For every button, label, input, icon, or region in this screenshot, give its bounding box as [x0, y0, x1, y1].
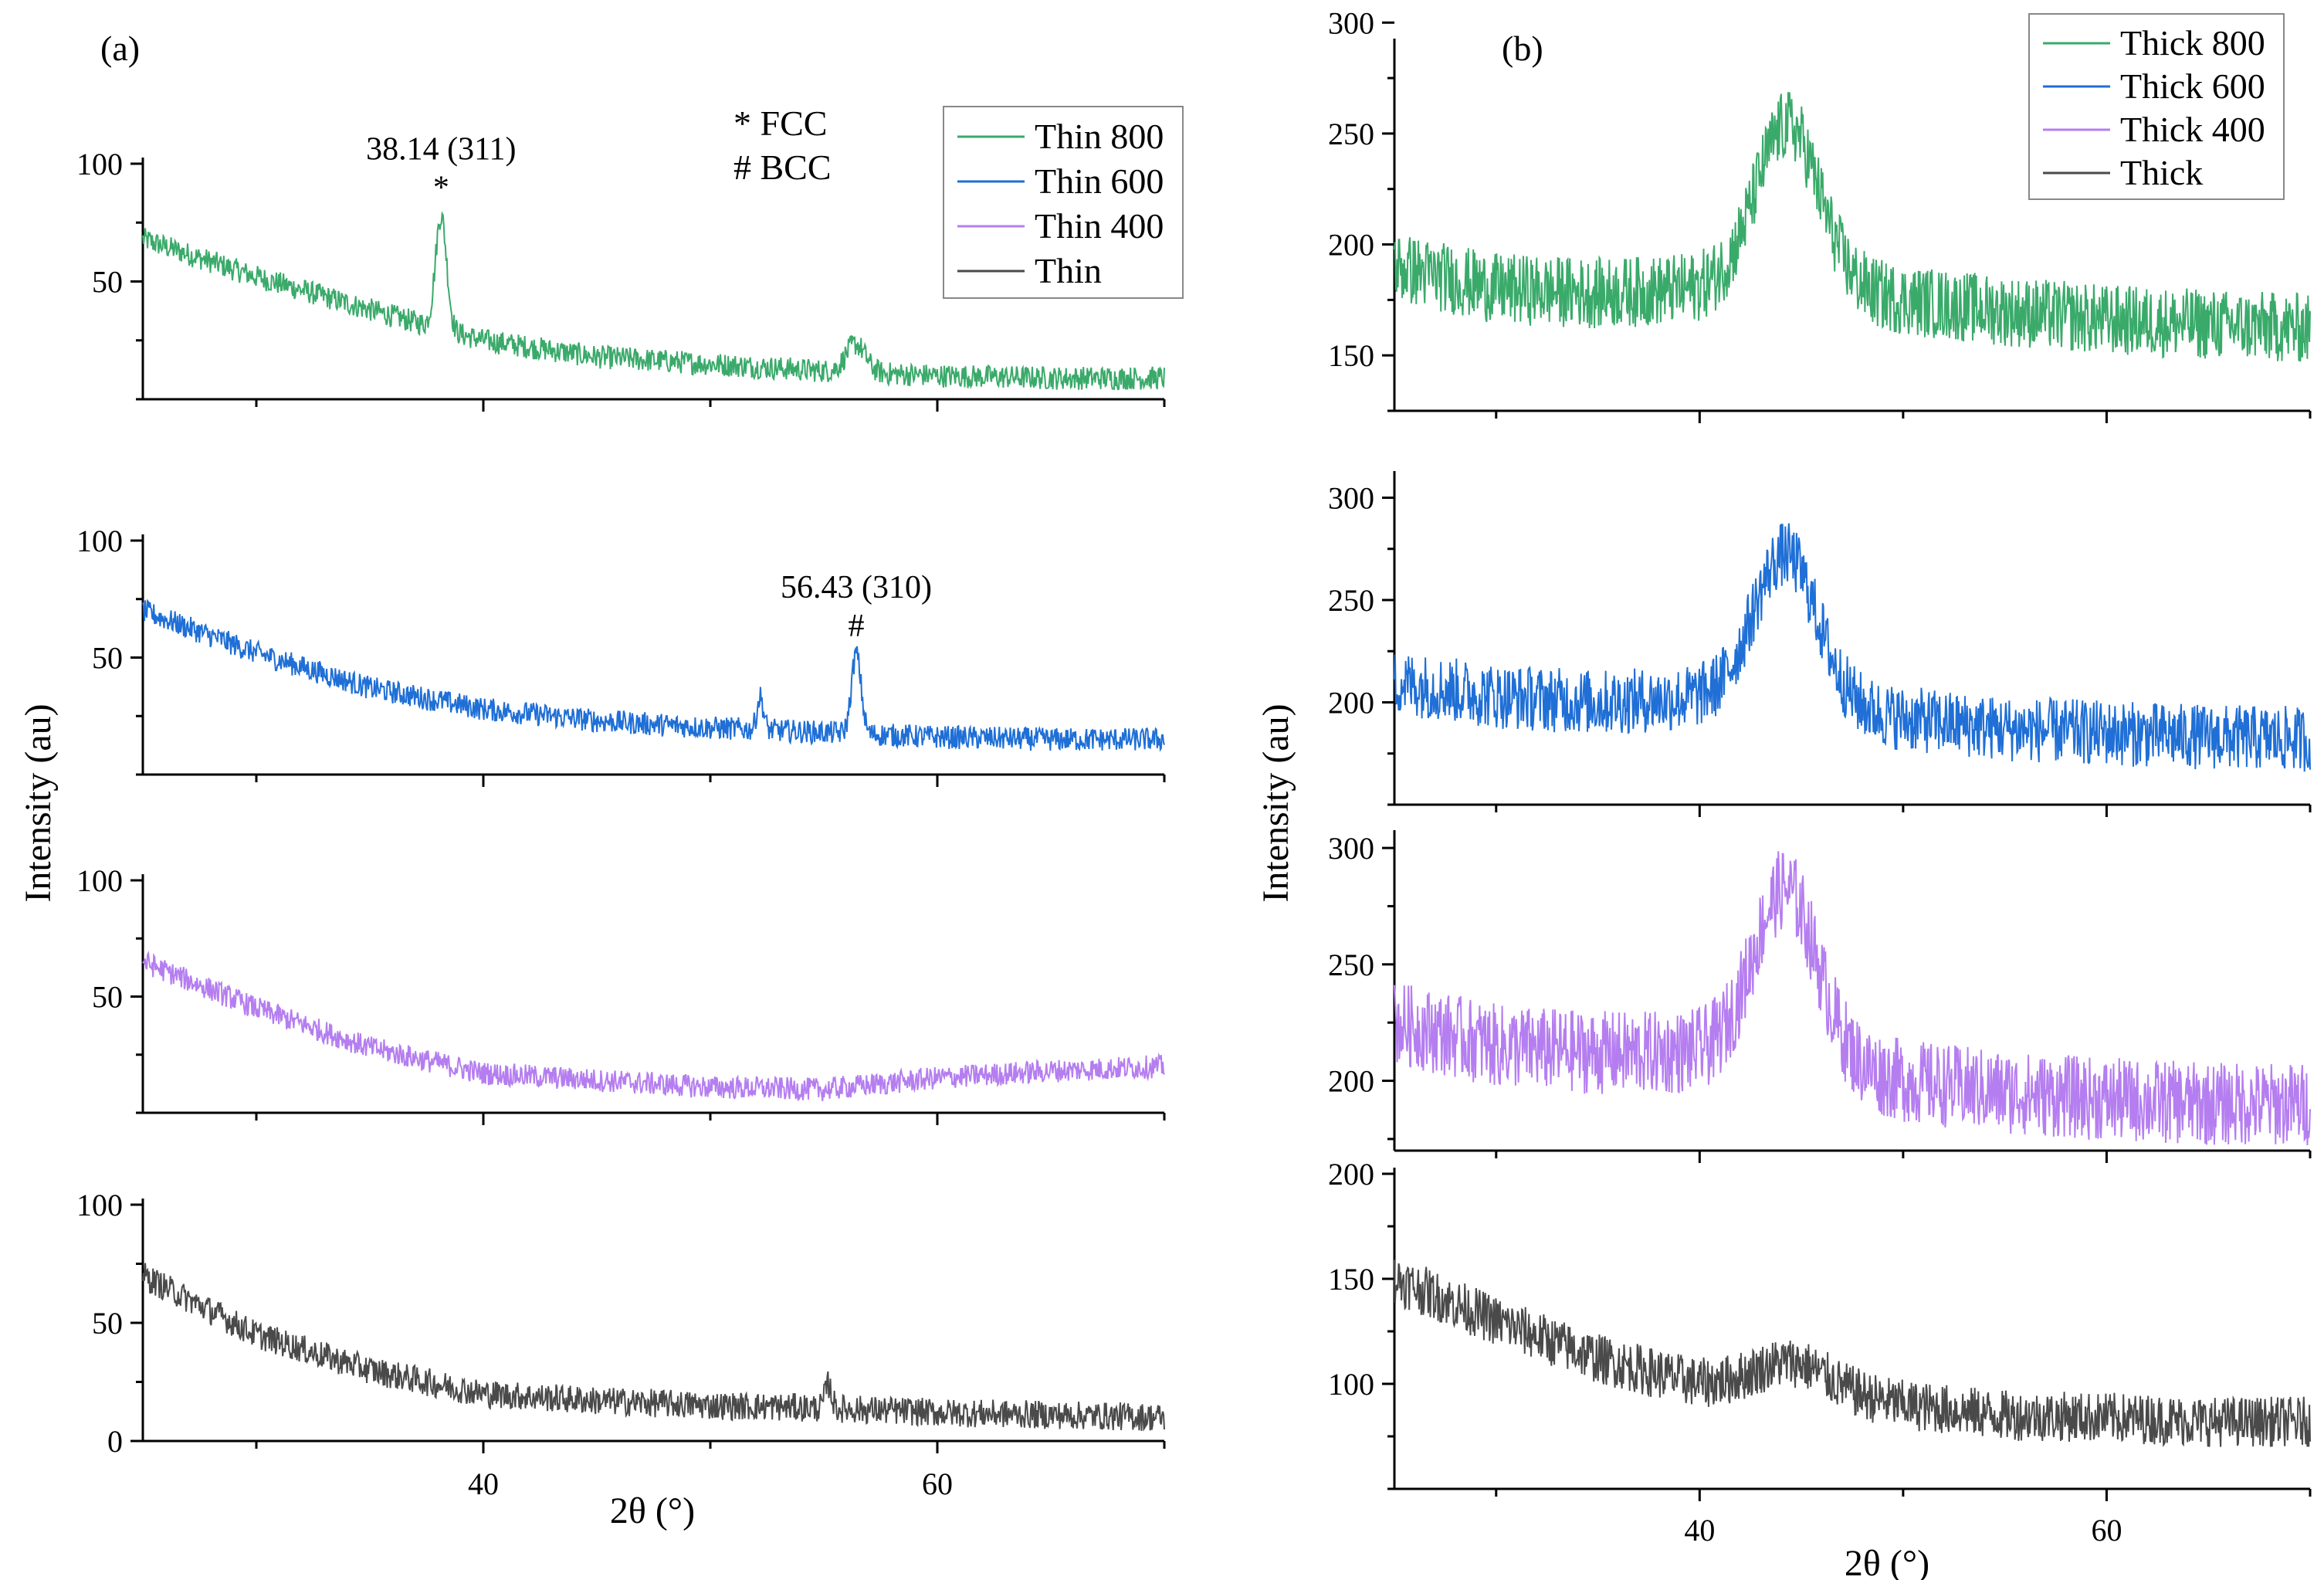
y-tick-label: 200	[1328, 1064, 1374, 1099]
series-line-thin-800	[142, 211, 1165, 391]
panel-a-2: 50 100	[76, 863, 1166, 1125]
y-tick-label: 200	[1328, 1157, 1374, 1192]
y-tick-label: 100	[76, 147, 123, 181]
phase-legend: * FCC # BCC	[733, 103, 832, 187]
x-tick-label: 40	[468, 1466, 499, 1501]
series-line-thick-800	[1394, 92, 2311, 362]
panel-a-1: 50 100 #56.43 (310)	[76, 524, 1166, 787]
phase-legend-fcc: * FCC	[733, 103, 827, 143]
y-tick-label: 200	[1328, 228, 1374, 263]
legend-label: Thin	[1035, 251, 1102, 290]
legend-label: Thick 400	[2120, 110, 2265, 149]
series-line-thick-600	[1394, 523, 2311, 772]
series-line-thin-600	[142, 598, 1165, 752]
y-tick-label: 300	[1328, 5, 1374, 40]
panel-b-label: (b)	[1502, 29, 1543, 68]
legend-label: Thick 600	[2120, 66, 2265, 106]
series-line-thick	[1394, 1260, 2311, 1448]
y-tick-label: 250	[1328, 117, 1374, 151]
y-tick-label: 50	[92, 1306, 123, 1341]
y-tick-label: 300	[1328, 831, 1374, 866]
y-tick-label: 100	[76, 1188, 123, 1222]
legend-label: Thick	[2120, 153, 2203, 192]
panel-b-3: 100 150 200 40 60	[1328, 1157, 2312, 1548]
peak-annotation: 38.14 (311)	[366, 131, 516, 167]
y-tick-label: 200	[1328, 686, 1374, 720]
series-line-thick-400	[1394, 851, 2311, 1146]
y-axis-title-a: Intensity (au)	[18, 704, 59, 902]
y-tick-label: 50	[92, 265, 123, 300]
legend-label: Thin 800	[1035, 117, 1164, 156]
y-tick-label: 250	[1328, 948, 1374, 982]
y-axis-title-b: Intensity (au)	[1255, 704, 1296, 902]
y-tick-label: 100	[76, 524, 123, 558]
y-tick-label: 50	[92, 641, 123, 676]
y-tick-label: 250	[1328, 583, 1374, 618]
legend-frame	[943, 106, 1184, 299]
y-tick-label: 150	[1328, 338, 1374, 373]
legend-label: Thin 600	[1035, 161, 1164, 201]
series-line-thin	[142, 1263, 1165, 1432]
legend-frame	[2028, 13, 2285, 200]
panel-b-1: 200 250 300	[1328, 471, 2312, 817]
y-tick-label: 300	[1328, 481, 1374, 516]
peak-marker: *	[433, 170, 449, 205]
x-tick-label: 60	[2091, 1513, 2122, 1548]
peak-marker: #	[849, 609, 865, 644]
phase-legend-bcc: # BCC	[733, 147, 832, 187]
y-tick-label: 100	[1328, 1367, 1374, 1402]
x-tick-label: 60	[922, 1466, 953, 1501]
panel-a-label: (a)	[100, 29, 140, 68]
panel-b-0: 150 200 250 300	[1328, 5, 2312, 423]
panel-b-2: 200 250 300	[1328, 830, 2312, 1163]
y-tick-label: 0	[107, 1424, 123, 1459]
series-line-thin-400	[142, 951, 1165, 1101]
legend-label: Thick 800	[2120, 23, 2265, 63]
x-axis-title-a: 2θ (°)	[610, 1490, 695, 1531]
y-tick-label: 100	[76, 863, 123, 898]
y-tick-label: 50	[92, 980, 123, 1015]
panel-a-3: 0 50 100 40 60	[76, 1188, 1166, 1501]
x-tick-label: 40	[1684, 1513, 1715, 1548]
peak-annotation: 56.43 (310)	[781, 570, 932, 605]
legend-a: Thin 800 Thin 600 Thin 400 Thin	[943, 106, 1184, 299]
y-tick-label: 150	[1328, 1262, 1374, 1297]
panel-a-0: 50 100 *38.14 (311)	[76, 131, 1166, 412]
legend-label: Thin 400	[1035, 206, 1164, 246]
x-axis-title-b: 2θ (°)	[1845, 1543, 1929, 1580]
